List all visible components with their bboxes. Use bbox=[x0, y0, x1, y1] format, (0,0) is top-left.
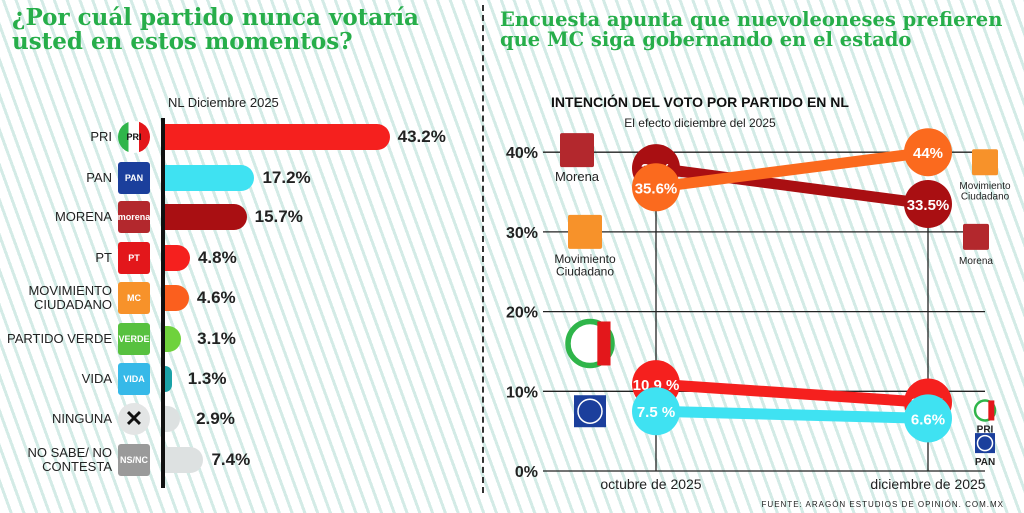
series-name: PRI bbox=[977, 424, 994, 435]
series-line bbox=[655, 162, 929, 210]
ns-nc-icon: NS/NC bbox=[118, 444, 150, 476]
bar-value-label: 43.2% bbox=[397, 127, 446, 146]
bar bbox=[165, 326, 182, 352]
bar-value-label: 17.2% bbox=[262, 168, 311, 187]
bar bbox=[165, 204, 247, 230]
morena-logo-icon bbox=[560, 133, 594, 168]
y-tick-label: 30% bbox=[506, 225, 538, 242]
bar-chart-axis bbox=[161, 118, 165, 488]
bar bbox=[165, 406, 181, 432]
bar-category-label: NO SABE/ NO CONTESTA bbox=[27, 445, 112, 474]
pt-logo-icon: PT bbox=[118, 242, 150, 274]
y-tick-label: 0% bbox=[515, 464, 538, 481]
pan-logo-icon bbox=[574, 395, 606, 428]
bar bbox=[165, 124, 390, 150]
data-label: 33.5% bbox=[907, 197, 950, 214]
bar-category-label: MOVIMIENTO CIUDADANO bbox=[28, 283, 112, 312]
bar bbox=[165, 285, 189, 311]
bar-category-label: MORENA bbox=[54, 209, 112, 224]
bar-value-label: 3.1% bbox=[197, 329, 236, 348]
right-title: Encuesta apunta que nuevoleoneses prefie… bbox=[500, 8, 1003, 52]
data-label: 10.9 % bbox=[633, 377, 680, 394]
bar bbox=[165, 245, 190, 271]
y-tick-label: 40% bbox=[506, 145, 538, 162]
bar-value-label: 2.9% bbox=[196, 409, 235, 428]
verde-logo-icon: VERDE bbox=[118, 323, 150, 355]
line-chart-subtitle: El efecto diciembre del 2025 bbox=[624, 116, 776, 130]
pan-logo-ring bbox=[976, 434, 994, 452]
series-name: PAN bbox=[975, 457, 995, 468]
line-chart-title: INTENCIÓN DEL VOTO POR PARTIDO EN NL bbox=[551, 93, 849, 110]
pan-logo-icon: PAN bbox=[118, 162, 150, 194]
bar bbox=[165, 447, 204, 473]
line-chart: INTENCIÓN DEL VOTO POR PARTIDO EN NL El e… bbox=[506, 93, 1011, 492]
data-point bbox=[632, 163, 680, 212]
x-icon: ✕ bbox=[118, 403, 150, 435]
data-point bbox=[904, 180, 952, 229]
series-line bbox=[655, 378, 929, 408]
morena-logo-icon: morena bbox=[118, 201, 150, 233]
data-point bbox=[904, 394, 952, 443]
panel-divider bbox=[482, 5, 484, 493]
data-point bbox=[904, 128, 952, 177]
bar bbox=[165, 165, 255, 191]
bar-category-label: VIDA bbox=[81, 371, 112, 386]
y-tick-label: 10% bbox=[506, 384, 538, 401]
bar-category-label: PRI bbox=[90, 129, 112, 144]
data-point bbox=[632, 387, 680, 436]
series-line bbox=[655, 405, 929, 424]
data-label: 7.5 % bbox=[637, 404, 675, 421]
data-label: 44% bbox=[913, 145, 943, 162]
bar-value-label: 15.7% bbox=[254, 207, 303, 226]
pri-logo-stripe bbox=[988, 400, 995, 421]
mc-logo-icon bbox=[568, 214, 602, 249]
bar bbox=[165, 366, 172, 392]
morena-logo-icon bbox=[963, 223, 989, 250]
x-tick-label: diciembre de 2025 bbox=[870, 476, 985, 492]
y-tick-label: 20% bbox=[506, 305, 538, 322]
mc-logo-icon: MC bbox=[118, 282, 150, 314]
series-name: Movimiento Ciudadano bbox=[554, 252, 616, 279]
bar-category-label: PARTIDO VERDE bbox=[7, 331, 112, 346]
x-tick-label: octubre de 2025 bbox=[600, 476, 701, 492]
data-label: 6.6% bbox=[911, 411, 945, 428]
bar-chart-subtitle: NL Diciembre 2025 bbox=[168, 95, 279, 110]
series-name: Movimiento Ciudadano bbox=[959, 181, 1011, 203]
series-name: Morena bbox=[555, 169, 600, 184]
left-title: ¿Por cuál partido nunca votaría usted en… bbox=[12, 4, 419, 56]
pri-logo-icon: PRI bbox=[118, 121, 150, 153]
data-label: 35.6% bbox=[635, 180, 678, 197]
mc-logo-icon bbox=[972, 149, 998, 176]
bar-category-label: NINGUNA bbox=[52, 411, 112, 426]
series-name: Morena bbox=[959, 256, 993, 267]
series-line bbox=[655, 146, 929, 193]
source-note: FUENTE: ARAGÓN ESTUDIOS DE OPINIÓN. COM.… bbox=[761, 500, 1004, 509]
vida-logo-icon: VIDA bbox=[118, 363, 150, 395]
bar-value-label: 1.3% bbox=[187, 369, 227, 388]
bar-category-label: PAN bbox=[86, 170, 112, 185]
bar-value-label: 7.4% bbox=[211, 450, 251, 469]
pri-logo-stripe bbox=[597, 321, 611, 366]
pan-logo-ring bbox=[577, 398, 603, 424]
bar-category-label: PT bbox=[95, 250, 112, 265]
bar-value-label: 4.6% bbox=[196, 288, 236, 307]
bar-value-label: 4.8% bbox=[197, 248, 237, 267]
